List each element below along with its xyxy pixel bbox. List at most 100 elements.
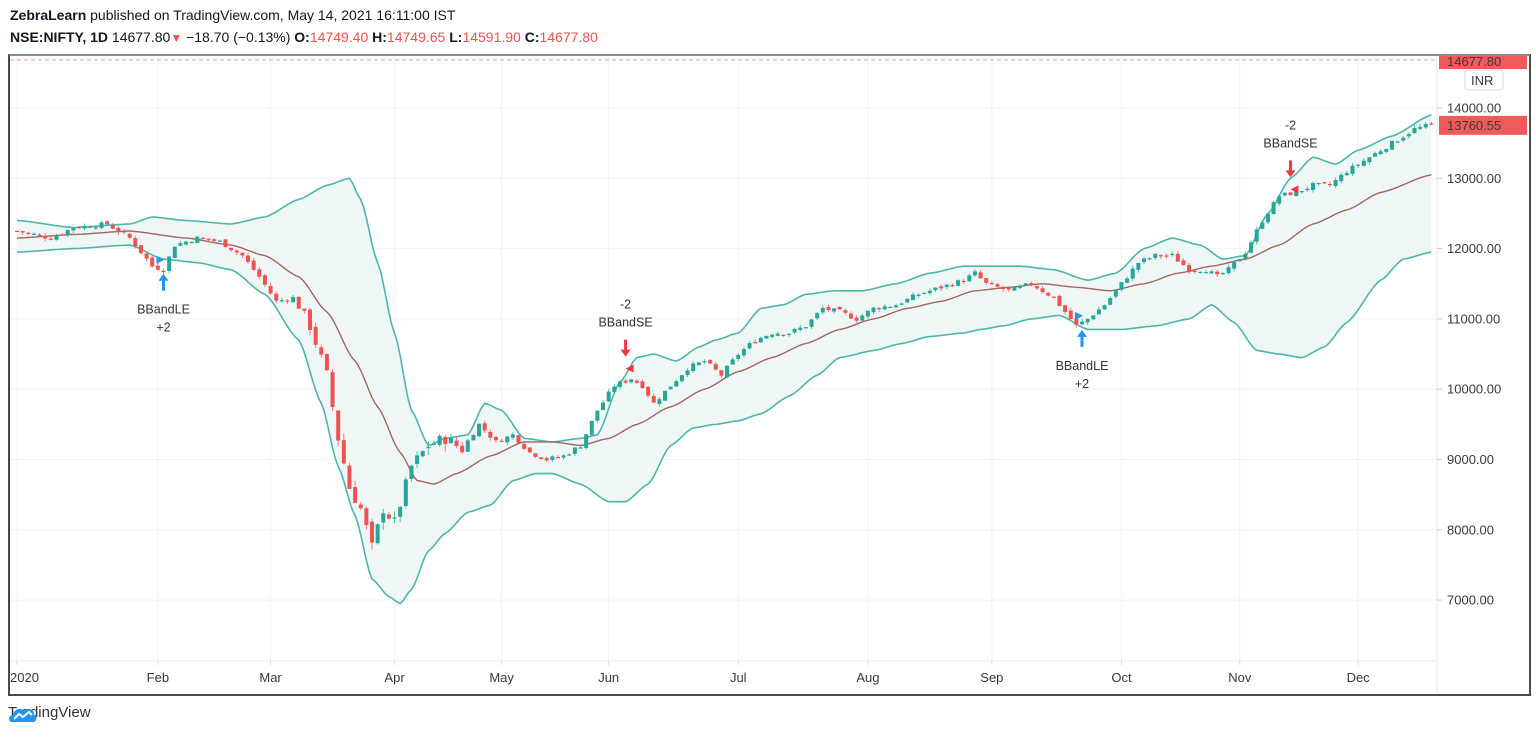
candle	[629, 379, 634, 384]
candle	[1187, 262, 1192, 275]
candle	[296, 296, 301, 309]
candle-body	[522, 443, 527, 449]
candle-body	[127, 233, 132, 238]
candle	[1164, 253, 1169, 259]
candle	[234, 248, 239, 256]
tradingview-footer[interactable]: TradingView	[8, 704, 91, 722]
signal-long[interactable]: BBandLE +2	[1056, 311, 1109, 391]
candle-body	[1096, 309, 1101, 315]
price-axis[interactable]: 7000.00 8000.00 9000.00 10000.00 11000.00 120…	[1437, 101, 1501, 608]
candle	[736, 353, 741, 362]
candle	[691, 360, 696, 373]
candle	[386, 512, 391, 520]
candle	[279, 297, 284, 303]
candle	[37, 233, 42, 237]
candle	[775, 331, 780, 337]
signal-short[interactable]: -2 BBandSE	[598, 298, 653, 373]
candle-body	[1198, 271, 1203, 274]
candle-body	[617, 381, 622, 387]
chart-panel[interactable]: BBandLE +2 -2 BBandSE BBandLE +2 -2 BBandSE 700…	[8, 54, 1531, 696]
candle-body	[555, 457, 560, 459]
candle	[392, 511, 397, 524]
signal-qty: -2	[620, 298, 631, 312]
candle	[1063, 304, 1068, 315]
candle-body	[155, 265, 160, 270]
candle-body	[1356, 164, 1361, 166]
currency-badge[interactable]: INR	[1464, 69, 1504, 91]
candle	[1265, 212, 1270, 224]
candle-body	[516, 435, 521, 444]
candle-body	[206, 238, 211, 240]
candle	[71, 228, 76, 234]
candle-body	[550, 456, 555, 460]
candle-body	[1305, 188, 1310, 191]
candle-body	[736, 354, 741, 359]
x-tick-label: Apr	[384, 670, 405, 685]
candle-body	[961, 280, 966, 283]
candle-body	[539, 457, 544, 460]
time-axis[interactable]: 2020 Feb Mar Apr May Jun Jul Aug Sep Oct Nov Dec	[10, 661, 1370, 685]
candle-body	[319, 347, 324, 355]
candle	[899, 302, 904, 306]
candle-body	[629, 379, 634, 383]
candle	[1108, 296, 1113, 306]
candle-body	[702, 361, 707, 363]
candle	[815, 312, 820, 321]
signal-short[interactable]: -2 BBandSE	[1263, 118, 1318, 194]
candle-body	[138, 245, 143, 254]
signal-name: BBandSE	[1263, 136, 1317, 150]
candle-body	[1378, 151, 1383, 155]
candle-body	[370, 521, 375, 543]
candle-body	[995, 284, 1000, 287]
candle	[155, 262, 160, 271]
band-fill	[17, 115, 1432, 604]
signal-long[interactable]: BBandLE +2	[137, 255, 190, 335]
candle-body	[1384, 149, 1389, 152]
candle-body	[1271, 202, 1276, 215]
candle	[1378, 148, 1383, 155]
x-tick-label: 2020	[10, 670, 39, 685]
candle	[330, 368, 335, 411]
candle	[493, 435, 498, 443]
candle-body	[674, 381, 679, 387]
candle	[786, 333, 791, 337]
candle-body	[584, 434, 589, 449]
candle	[617, 380, 622, 390]
candle	[956, 279, 961, 287]
candle-body	[122, 231, 127, 233]
candle-body	[798, 327, 803, 330]
y-tick-label: 10000.00	[1447, 382, 1501, 397]
candle-body	[1130, 268, 1135, 279]
candle	[1006, 287, 1011, 293]
price-chart[interactable]: BBandLE +2 -2 BBandSE BBandLE +2 -2 BBandSE 700…	[10, 56, 1529, 694]
candle	[398, 505, 403, 523]
candle	[246, 252, 251, 264]
candle	[285, 299, 290, 305]
candle-body	[65, 229, 70, 235]
x-tick-label: Oct	[1111, 670, 1132, 685]
candle	[1125, 276, 1130, 284]
candle-body	[493, 436, 498, 441]
signal-qty: +2	[1075, 377, 1089, 391]
candle	[572, 446, 577, 456]
candle-body	[770, 334, 775, 337]
candle	[144, 253, 149, 262]
candle-body	[1288, 192, 1293, 196]
candle-body	[1074, 318, 1079, 325]
candle	[978, 269, 983, 280]
candle-body	[713, 364, 718, 370]
arrow-down-icon	[620, 339, 631, 357]
candle-body	[262, 275, 267, 285]
signal-qty: +2	[156, 321, 170, 335]
low-value: 14591.90	[462, 29, 521, 45]
candle	[274, 291, 279, 303]
x-tick-label: Sep	[980, 670, 1003, 685]
candle-body	[488, 432, 493, 438]
candle	[1209, 269, 1214, 275]
candle	[229, 247, 234, 252]
candle-body	[437, 435, 442, 445]
author-name[interactable]: ZebraLearn	[10, 7, 87, 23]
candle-body	[1350, 165, 1355, 174]
candle	[167, 255, 172, 274]
candle	[708, 359, 713, 364]
